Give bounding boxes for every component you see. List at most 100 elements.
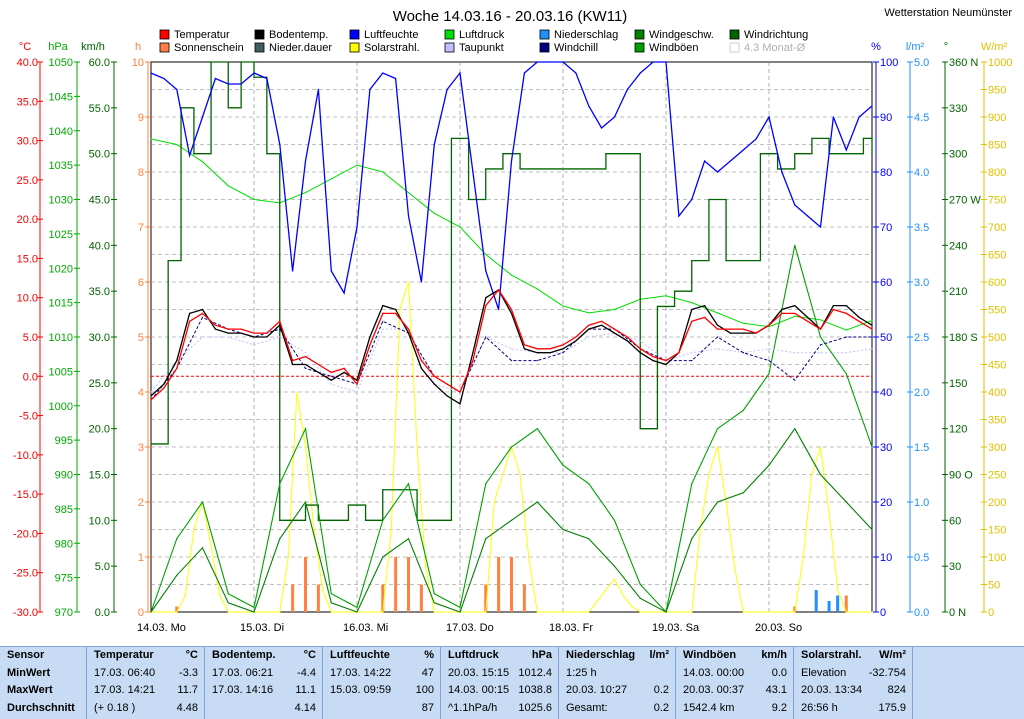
data-point-luftfeuchte (330, 270, 332, 272)
data-point-solarstrahl (639, 611, 641, 613)
data-point-bodentemp (317, 371, 319, 373)
data-point-windgeschw (588, 538, 590, 540)
hpa-tick-label: 1025 (49, 229, 73, 241)
data-point-windgeschw (356, 611, 358, 613)
data-point-windrichtung (347, 504, 350, 506)
data-point-windrichtung (450, 137, 453, 139)
data-point-windben (794, 244, 796, 246)
wm2-unit-label: W/m² (981, 41, 1008, 53)
deg-tick-label: 240 (949, 240, 967, 252)
data-point-solarstrahl (734, 567, 736, 569)
data-point-taupunkt (382, 328, 384, 330)
kmh-tick-label: 10.0 (89, 515, 110, 527)
data-point-temperatur (729, 328, 732, 330)
wm2-tick-label: 500 (988, 332, 1006, 344)
data-point-windrichtung (193, 153, 195, 155)
data-point-windrichtung (150, 443, 152, 445)
data-point-solarstrahl (802, 556, 804, 558)
data-point-windchill (845, 336, 847, 338)
data-point-windrichtung (519, 168, 521, 170)
data-point-solarstrahl (613, 578, 616, 580)
temp-tick-label: -5.0 (19, 411, 38, 423)
hpa-tick-label: 985 (55, 504, 73, 516)
data-point-windrichtung (399, 489, 401, 491)
data-point-solarstrahl (330, 611, 332, 613)
stats-column-sensor: Sensor MinWert MaxWert Durchschnitt (0, 647, 87, 719)
data-point-bodentemp (652, 360, 654, 362)
data-point-bodentemp (858, 316, 860, 318)
hpa-tick-label: 1020 (49, 263, 73, 275)
data-point-bodentemp (845, 305, 847, 307)
data-point-luftdruck (304, 192, 307, 194)
day-label: 17.03. Do (446, 622, 494, 634)
stats-cell-label: 26:56 h (801, 701, 838, 714)
wm2-tick-label: 300 (988, 442, 1006, 454)
data-point-windben (768, 373, 770, 375)
data-point-luftfeuchte (716, 171, 719, 173)
data-point-solarstrahl (716, 446, 719, 448)
data-point-bodentemp (729, 332, 732, 334)
data-point-luftfeuchte (575, 72, 577, 74)
stats-row-label: MinWert (7, 666, 51, 679)
series-group (150, 61, 873, 614)
data-point-bodentemp (420, 367, 422, 369)
data-point-luftfeuchte (755, 138, 757, 140)
data-point-temperatur (369, 344, 371, 346)
kmh-tick-label: 55.0 (89, 103, 110, 115)
data-point-windgeschw (176, 574, 178, 576)
bar-sonnenschein (510, 557, 513, 612)
data-point-windben (201, 501, 204, 503)
data-point-temperatur (716, 328, 719, 330)
deg-tick-label: 300 (949, 149, 967, 161)
data-point-bodentemp (266, 336, 268, 338)
data-point-temperatur (227, 328, 229, 330)
chart-title: Woche 14.03.16 - 20.03.16 (KW11) (393, 8, 628, 25)
bar-niederschlag (814, 590, 818, 612)
data-point-temperatur (420, 360, 422, 362)
legend-swatch (444, 29, 455, 40)
data-point-windrichtung (553, 168, 556, 170)
stats-cell-label: ^1.1hPa/h (448, 701, 498, 714)
deg-tick-label: 330 (949, 103, 967, 115)
data-point-windchill (510, 360, 513, 362)
data-point-temperatur (665, 360, 667, 362)
legend-swatch (254, 42, 265, 53)
data-point-windrichtung (742, 260, 744, 262)
data-point-bodentemp (279, 324, 281, 326)
data-point-luftfeuchte (536, 61, 538, 63)
data-point-luftfeuchte (304, 160, 307, 162)
pct-tick-label: 70 (880, 222, 892, 234)
data-point-temperatur (588, 324, 590, 326)
stats-cell-value: -4.4 (297, 666, 316, 679)
data-point-luftfeuchte (562, 61, 564, 63)
data-point-windrichtung (266, 153, 268, 155)
bar-sonnenschein (419, 584, 423, 612)
lm2-tick-label: 3.5 (914, 222, 929, 234)
data-point-temperatur (459, 391, 461, 393)
data-point-windrichtung (279, 519, 281, 521)
data-point-luftfeuchte (214, 77, 216, 80)
data-point-luftdruck (536, 288, 538, 290)
kmh-unit-label: km/h (81, 41, 105, 53)
data-point-temperatur (562, 344, 564, 346)
day-label: 16.03. Mi (343, 622, 388, 634)
data-point-windchill (691, 360, 693, 362)
legend-swatch (159, 29, 170, 40)
data-point-temperatur (601, 320, 603, 322)
data-point-windgeschw (871, 528, 873, 531)
data-point-temperatur (407, 328, 410, 330)
temp-tick-label: 10.0 (17, 293, 38, 305)
data-point-windrichtung (759, 153, 762, 155)
data-point-windchill (536, 360, 538, 362)
data-point-windrichtung (845, 153, 847, 155)
stats-cell-label: Elevation (801, 666, 847, 679)
data-point-windgeschw (485, 538, 487, 540)
data-point-windchill (819, 344, 822, 346)
data-point-luftfeuchte (279, 143, 281, 146)
series-line-windrichtung (151, 61, 873, 521)
data-point-luftdruck (613, 308, 616, 311)
data-point-windben (227, 593, 229, 595)
data-point-windrichtung (364, 519, 367, 521)
data-point-solarstrahl (528, 556, 530, 558)
data-point-windgeschw (382, 556, 384, 558)
